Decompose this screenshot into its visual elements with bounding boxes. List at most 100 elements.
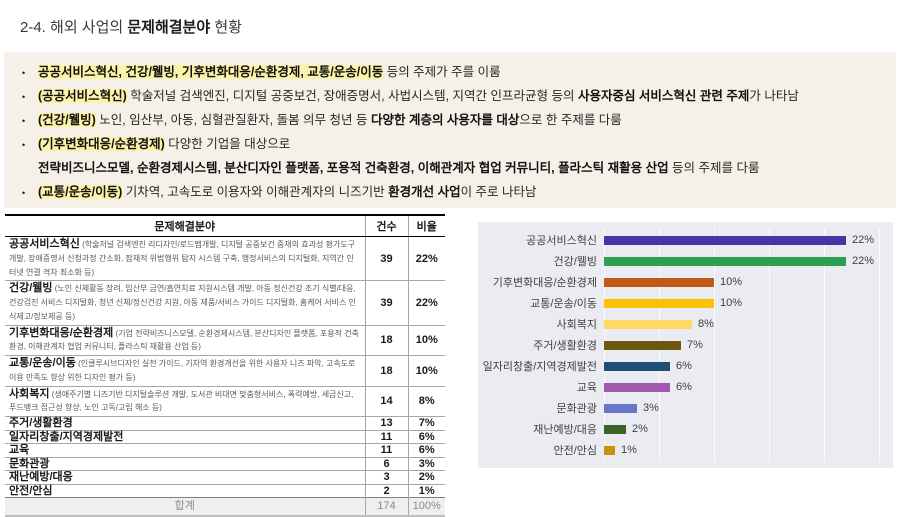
chart-category-label: 문화관광: [556, 403, 597, 415]
chart-row: 사회복지 8%: [478, 314, 893, 335]
bullet-marker: •: [22, 92, 26, 102]
table-header-ratio: 비율: [407, 214, 445, 237]
row-ratio: 8%: [407, 385, 445, 417]
table-row: 교육 11 6%: [5, 443, 445, 457]
row-field: 문화관광: [5, 456, 365, 471]
table-row: 문화관광 6 3%: [5, 456, 445, 471]
row-ratio: 22%: [407, 235, 445, 281]
gridline: [824, 228, 825, 462]
chart-row: 교육 6%: [478, 377, 893, 398]
table-row: 기후변화대응/순환경제 (기업 전략비즈니스모델, 순환경제시스템, 분산디자인…: [5, 324, 445, 356]
chart-category-label: 교통/운송/이동: [530, 298, 597, 310]
chart-row: 문화관광 3%: [478, 398, 893, 419]
chart-value-label: 10%: [720, 297, 743, 309]
bullet-text: (공공서비스혁신) 학술저널 검색엔진, 디지털 공중보건, 장애증명서, 사법…: [38, 89, 799, 103]
table-header-field: 문제해결분야: [5, 214, 365, 237]
table-row: 건강/웰빙 (노인 신체활동 장려, 임산부 금연/흡연치료 지원시스템 개발,…: [5, 280, 445, 325]
row-count: 14: [364, 385, 408, 417]
chart-row: 재난예방/대응 2%: [478, 419, 893, 440]
gridline: [714, 228, 715, 462]
summary-panel: • 공공서비스혁신, 건강/웰빙, 기후변화대응/순환경제, 교통/운송/이동 등…: [4, 52, 896, 208]
chart-track: 10%: [604, 297, 893, 309]
chart-bar: [604, 298, 714, 308]
bar-chart: 공공서비스혁신 22% 건강/웰빙 22% 기후변화대응/순환경제 10% 교통/운송/이동…: [478, 222, 893, 468]
chart-category-label: 사회복지: [556, 319, 597, 331]
bullet-continuation: 전략비즈니스모델, 순환경제시스템, 분산디자인 플랫폼, 포용적 건축환경, …: [18, 156, 882, 180]
bullet-marker: •: [22, 68, 26, 78]
row-field: 일자리창출/지역경제발전: [5, 429, 365, 444]
chart-bar: [604, 382, 670, 392]
table-row: 안전/안심 2 1%: [5, 483, 445, 498]
row-ratio: 3%: [407, 456, 445, 471]
bullet-text: 공공서비스혁신, 건강/웰빙, 기후변화대응/순환경제, 교통/운송/이동 등의…: [38, 65, 501, 79]
table-total-row: 합계 174 100%: [5, 497, 445, 517]
chart-track: 1%: [604, 444, 893, 456]
bullet-text: (기후변화대응/순환경제) 다양한 기업을 대상으로: [38, 137, 291, 151]
page-title-emphasis: 문제해결분야: [127, 19, 211, 36]
chart-track: 10%: [604, 276, 893, 288]
row-ratio: 10%: [407, 324, 445, 356]
row-field: 안전/안심: [5, 483, 365, 498]
chart-bar: [604, 361, 670, 371]
row-field: 건강/웰빙 (노인 신체활동 장려, 임산부 금연/흡연치료 지원시스템 개발,…: [5, 280, 365, 325]
chart-row: 주거/생활환경 7%: [478, 335, 893, 356]
page-title-suffix: 현황: [210, 19, 242, 36]
table-body: 공공서비스혁신 (학술저널 검색엔진 리디자인/로드맵개발, 디지털 공중보건 …: [5, 235, 445, 498]
chart-track: 2%: [604, 423, 893, 435]
chart-value-label: 22%: [852, 234, 875, 246]
total-label: 합계: [5, 497, 365, 517]
chart-track: 3%: [604, 402, 893, 414]
gridline: [769, 228, 770, 462]
row-count: 39: [364, 235, 408, 281]
chart-value-label: 22%: [852, 255, 875, 267]
row-ratio: 2%: [407, 470, 445, 484]
bullet-item: • (공공서비스혁신) 학술저널 검색엔진, 디지털 공중보건, 장애증명서, 사…: [18, 84, 882, 108]
table-header-count: 건수: [364, 214, 408, 237]
chart-track: 6%: [604, 381, 893, 393]
bullet-item: • 공공서비스혁신, 건강/웰빙, 기후변화대응/순환경제, 교통/운송/이동 등…: [18, 60, 882, 84]
chart-row: 건강/웰빙 22%: [478, 251, 893, 272]
chart-row: 교통/운송/이동 10%: [478, 293, 893, 314]
gridline: [879, 228, 880, 462]
chart-value-label: 7%: [687, 339, 703, 351]
chart-bar: [604, 319, 692, 329]
row-count: 11: [364, 443, 408, 457]
bullet-item: • (기후변화대응/순환경제) 다양한 기업을 대상으로: [18, 132, 882, 156]
chart-rows: 공공서비스혁신 22% 건강/웰빙 22% 기후변화대응/순환경제 10% 교통/운송/이동…: [478, 222, 893, 468]
table-row: 공공서비스혁신 (학술저널 검색엔진 리디자인/로드맵개발, 디지털 공중보건 …: [5, 235, 445, 281]
chart-category-label: 공공서비스혁신: [526, 235, 597, 247]
row-ratio: 1%: [407, 483, 445, 498]
row-field: 재난예방/대응: [5, 470, 365, 484]
chart-bar: [604, 235, 846, 245]
bullet-marker: •: [22, 140, 26, 150]
chart-row: 안전/안심 1%: [478, 440, 893, 461]
chart-category-label: 건강/웰빙: [553, 256, 597, 268]
bullet-text: (교통/운송/이동) 기차역, 고속도로 이용자와 이해관계자의 니즈기반 환경…: [38, 185, 537, 199]
row-count: 13: [364, 416, 408, 430]
row-field: 교통/운송/이동 (인클루시브디자인 실천 가이드, 기차역 환경개선을 위한 …: [5, 355, 365, 386]
chart-row: 공공서비스혁신 22%: [478, 230, 893, 251]
table-header-row: 문제해결분야 건수 비율: [5, 214, 445, 237]
chart-row: 기후변화대응/순환경제 10%: [478, 272, 893, 293]
bullet-marker: •: [22, 188, 26, 198]
chart-category-label: 기후변화대응/순환경제: [492, 277, 597, 289]
total-count: 174: [364, 497, 408, 517]
table-row: 사회복지 (생애주기별 니즈기반 디지털솔루션 개발, 도서관 비대면 맞춤형서…: [5, 385, 445, 417]
row-count: 6: [364, 456, 408, 471]
chart-bar: [604, 277, 714, 287]
chart-value-label: 1%: [621, 444, 637, 456]
row-ratio: 7%: [407, 416, 445, 430]
chart-track: 6%: [604, 360, 893, 372]
row-ratio: 10%: [407, 355, 445, 386]
chart-bar: [604, 403, 637, 413]
bullet-list: • 공공서비스혁신, 건강/웰빙, 기후변화대응/순환경제, 교통/운송/이동 등…: [18, 60, 882, 204]
table-row: 일자리창출/지역경제발전 11 6%: [5, 429, 445, 444]
chart-track: 8%: [604, 318, 893, 330]
row-field: 사회복지 (생애주기별 니즈기반 디지털솔루션 개발, 도서관 비대면 맞춤형서…: [5, 385, 365, 417]
chart-row: 일자리창출/지역경제발전 6%: [478, 356, 893, 377]
chart-bar: [604, 424, 626, 434]
chart-category-label: 교육: [576, 382, 597, 394]
row-count: 18: [364, 355, 408, 386]
chart-bar: [604, 256, 846, 266]
bullet-item: • (건강/웰빙) 노인, 임산부, 아동, 심혈관질환자, 돌봄 의무 청년 등…: [18, 108, 882, 132]
